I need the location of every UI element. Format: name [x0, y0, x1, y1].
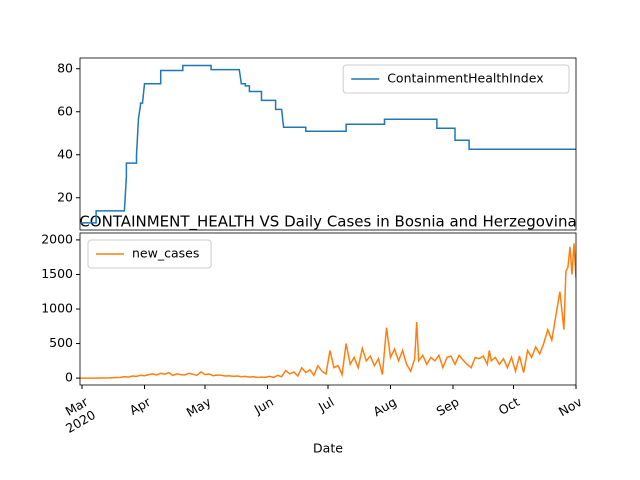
x-tick-label: Jul [315, 394, 336, 415]
chart-title: CONTAINMENT_HEALTH VS Daily Cases in Bos… [79, 213, 576, 232]
axes-frame [79, 232, 577, 386]
y-tick-label: 60 [57, 103, 73, 118]
axes-frame [79, 57, 577, 231]
legend-box [87, 239, 212, 269]
line [80, 64, 576, 224]
y-tick-label: 80 [57, 60, 73, 75]
y-tick-label: 1500 [41, 266, 73, 281]
y-tick-label: 0 [65, 370, 73, 385]
x-axis-label: Date [313, 441, 343, 456]
y-tick-label: 40 [57, 146, 73, 161]
y-tick-label: 1000 [41, 301, 73, 316]
plot-area [80, 243, 576, 379]
legend-box [342, 64, 570, 94]
y-tick-label: 2000 [41, 231, 73, 246]
y-tick-label: 500 [49, 335, 73, 350]
legend-label: ContainmentHealthIndex [387, 71, 543, 86]
legend-label: new_cases [132, 246, 199, 261]
plot-area [80, 64, 576, 224]
line [80, 243, 576, 379]
y-tick-label: 20 [57, 189, 73, 204]
